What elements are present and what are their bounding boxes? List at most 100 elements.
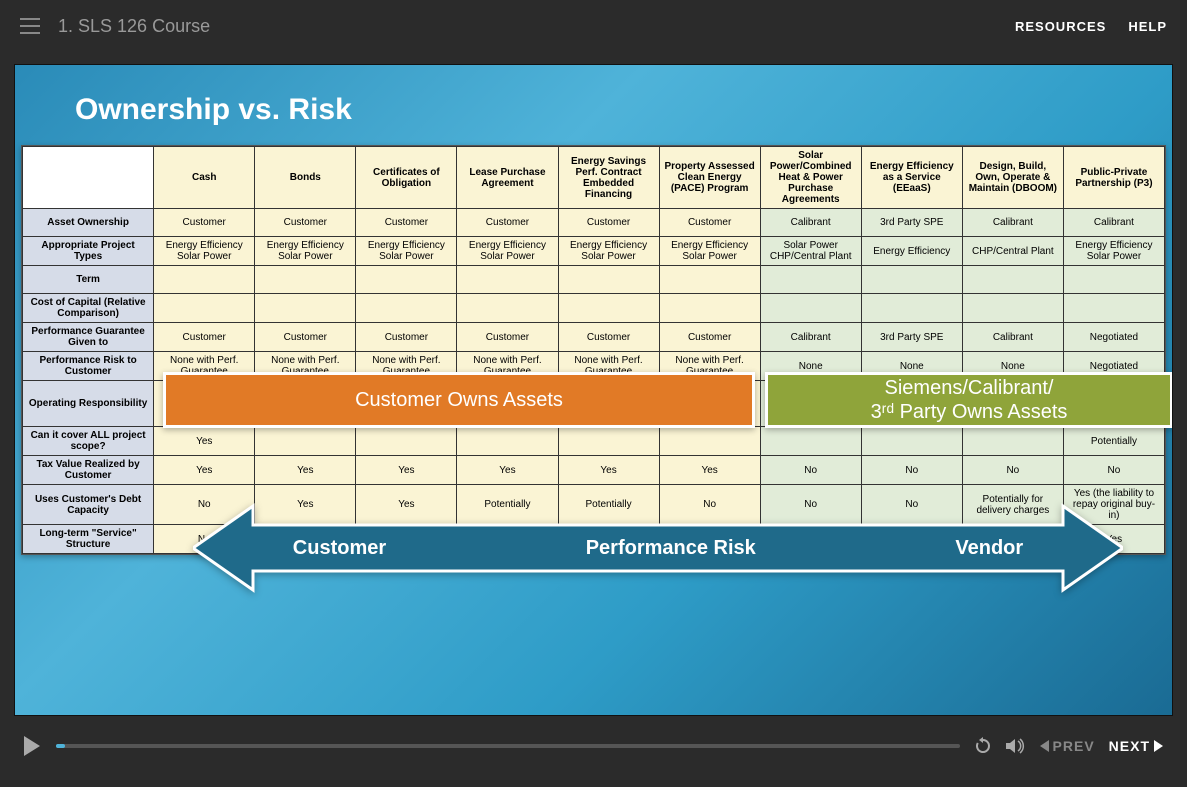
table-cell: Negotiated: [1063, 323, 1164, 352]
row-header: Long-term "Service" Structure: [23, 525, 154, 554]
table-cell: [760, 294, 861, 323]
row-header: Tax Value Realized by Customer: [23, 456, 154, 485]
table-cell: Energy Efficiency Solar Power: [558, 237, 659, 266]
table-cell: [255, 427, 356, 456]
performance-risk-arrow: [193, 503, 1123, 593]
topbar-left: 1. SLS 126 Course: [20, 16, 210, 37]
table-cell: [558, 266, 659, 294]
table-cell: [154, 294, 255, 323]
table-cell: [962, 427, 1063, 456]
play-button[interactable]: [24, 736, 42, 756]
table-cell: Yes: [154, 456, 255, 485]
table-cell: No: [1063, 456, 1164, 485]
row-header: Operating Responsibility: [23, 381, 154, 427]
table-cell: No: [962, 456, 1063, 485]
course-title: 1. SLS 126 Course: [58, 16, 210, 37]
table-cell: [962, 294, 1063, 323]
replay-icon[interactable]: [974, 737, 992, 755]
stage-wrap: Ownership vs. Risk CashBondsCertificates…: [0, 52, 1187, 716]
column-header: Lease Purchase Agreement: [457, 147, 558, 209]
table-cell: Yes: [255, 456, 356, 485]
table-cell: [1063, 294, 1164, 323]
row-header: Can it cover ALL project scope?: [23, 427, 154, 456]
table-cell: [962, 266, 1063, 294]
overlay-customer-owns: Customer Owns Assets: [163, 372, 755, 428]
player-bar: PREV NEXT: [0, 716, 1187, 776]
prev-button[interactable]: PREV: [1040, 738, 1095, 754]
resources-link[interactable]: RESOURCES: [1015, 19, 1106, 34]
table-cell: [356, 427, 457, 456]
row-header: Cost of Capital (Relative Comparison): [23, 294, 154, 323]
table-cell: [558, 294, 659, 323]
table-cell: [659, 294, 760, 323]
column-header: Bonds: [255, 147, 356, 209]
overlay-customer-owns-label: Customer Owns Assets: [355, 389, 563, 412]
table-cell: Customer: [255, 323, 356, 352]
table-cell: Calibrant: [760, 209, 861, 237]
table-cell: Customer: [255, 209, 356, 237]
table-row: Cost of Capital (Relative Comparison): [23, 294, 1165, 323]
table-cell: Solar Power CHP/Central Plant: [760, 237, 861, 266]
table-cell: [154, 266, 255, 294]
row-header: Performance Risk to Customer: [23, 352, 154, 381]
table-cell: [861, 294, 962, 323]
table-row: Appropriate Project TypesEnergy Efficien…: [23, 237, 1165, 266]
slide-stage: Ownership vs. Risk CashBondsCertificates…: [14, 64, 1173, 716]
table-cell: Customer: [659, 323, 760, 352]
column-header: Energy Savings Perf. Contract Embedded F…: [558, 147, 659, 209]
table-cell: 3rd Party SPE: [861, 323, 962, 352]
prev-label: PREV: [1053, 738, 1095, 754]
table-row: Term: [23, 266, 1165, 294]
column-header: Energy Efficiency as a Service (EEaaS): [861, 147, 962, 209]
progress-track[interactable]: [56, 744, 960, 748]
table-cell: Calibrant: [1063, 209, 1164, 237]
row-header: Appropriate Project Types: [23, 237, 154, 266]
table-cell: Customer: [356, 209, 457, 237]
table-row: Asset OwnershipCustomerCustomerCustomerC…: [23, 209, 1165, 237]
table-cell: [861, 266, 962, 294]
table-cell: Customer: [457, 323, 558, 352]
column-header: Design, Build, Own, Operate & Maintain (…: [962, 147, 1063, 209]
table-row: Tax Value Realized by CustomerYesYesYesY…: [23, 456, 1165, 485]
table-cell: Energy Efficiency Solar Power: [1063, 237, 1164, 266]
overlay-vendor-owns-line1: Siemens/Calibrant/: [885, 377, 1054, 399]
next-label: NEXT: [1109, 738, 1150, 754]
table-cell: No: [760, 456, 861, 485]
row-header: Term: [23, 266, 154, 294]
table-row: Can it cover ALL project scope?YesPotent…: [23, 427, 1165, 456]
table-cell: Calibrant: [962, 209, 1063, 237]
topbar: 1. SLS 126 Course RESOURCES HELP: [0, 0, 1187, 52]
table-cell: Customer: [154, 323, 255, 352]
table-cell: [457, 266, 558, 294]
table-cell: Yes: [154, 427, 255, 456]
table-cell: Energy Efficiency: [861, 237, 962, 266]
table-cell: Energy Efficiency Solar Power: [154, 237, 255, 266]
menu-icon[interactable]: [20, 18, 40, 34]
table-cell: [760, 266, 861, 294]
table-cell: Energy Efficiency Solar Power: [659, 237, 760, 266]
table-cell: Calibrant: [760, 323, 861, 352]
table-cell: [558, 427, 659, 456]
row-header: Uses Customer's Debt Capacity: [23, 485, 154, 525]
row-header: Performance Guarantee Given to: [23, 323, 154, 352]
help-link[interactable]: HELP: [1128, 19, 1167, 34]
table-cell: Customer: [558, 323, 659, 352]
overlay-vendor-owns: Siemens/Calibrant/ 3ʳᵈ Party Owns Assets: [765, 372, 1173, 428]
table-cell: [659, 266, 760, 294]
volume-icon[interactable]: [1006, 737, 1026, 755]
table-cell: 3rd Party SPE: [861, 209, 962, 237]
table-cell: [356, 266, 457, 294]
column-header: Solar Power/Combined Heat & Power Purcha…: [760, 147, 861, 209]
table-cell: Customer: [659, 209, 760, 237]
table-cell: CHP/Central Plant: [962, 237, 1063, 266]
next-button[interactable]: NEXT: [1109, 738, 1163, 754]
table-cell: [457, 427, 558, 456]
table-cell: [1063, 266, 1164, 294]
table-cell: Yes: [457, 456, 558, 485]
comparison-table: CashBondsCertificates of ObligationLease…: [22, 146, 1165, 554]
column-header: Cash: [154, 147, 255, 209]
slide-title: Ownership vs. Risk: [15, 65, 1172, 145]
table-cell: [760, 427, 861, 456]
table-cell: Yes: [356, 456, 457, 485]
table-cell: [457, 294, 558, 323]
